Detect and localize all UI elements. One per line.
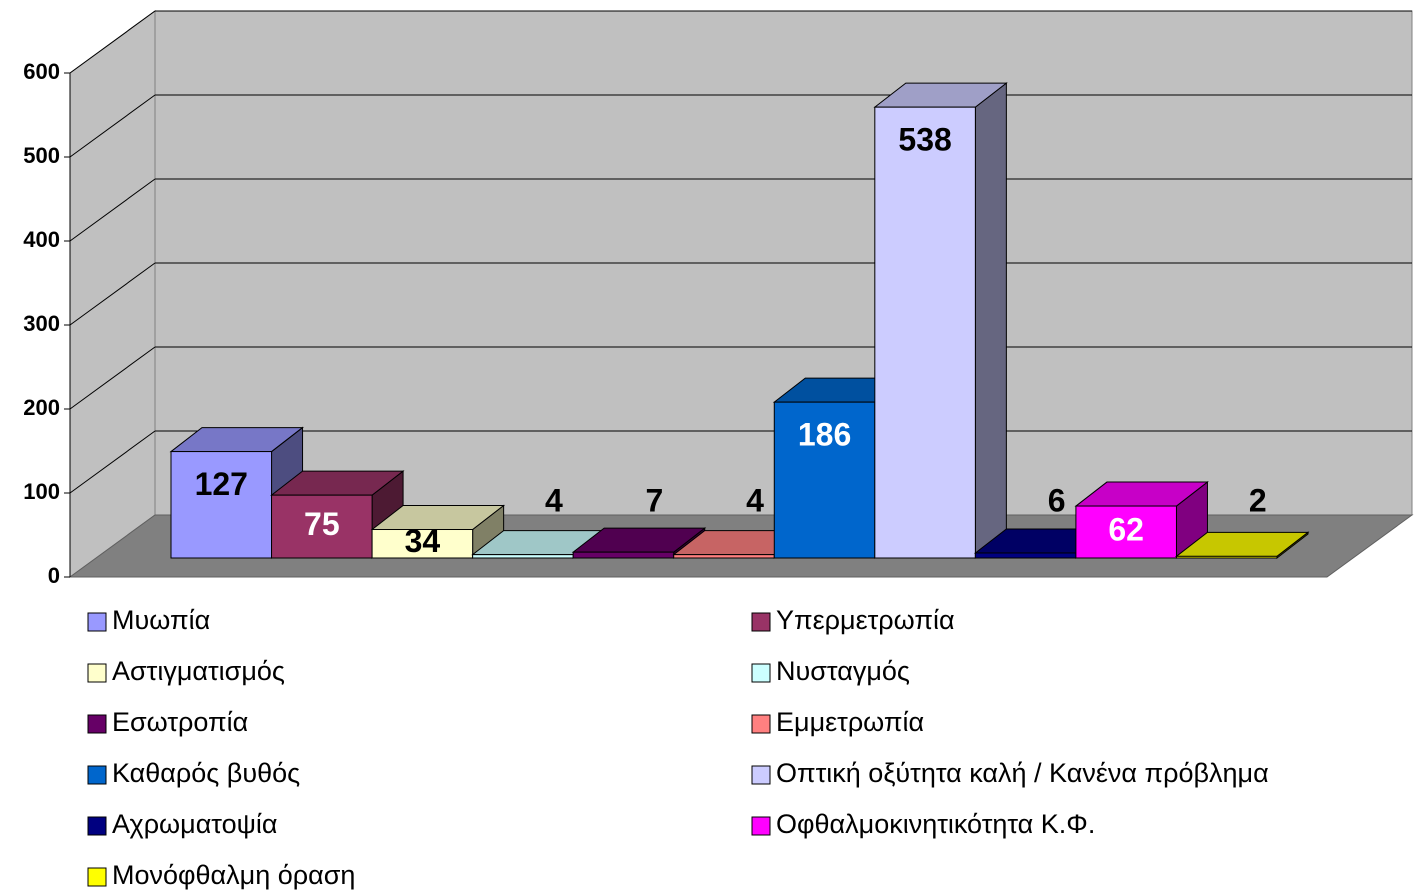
legend-label: Υπερμετρωπία (776, 605, 955, 635)
data-label: 4 (746, 482, 764, 518)
bar-side (974, 82, 1007, 560)
legend-label: Αχρωματοψία (112, 809, 277, 839)
legend-label: Οπτική οξύτητα καλή / Κανένα πρόβλημα (776, 758, 1269, 788)
bar (1075, 505, 1177, 559)
legend-label: Εσωτροπία (112, 707, 248, 737)
data-label: 62 (1108, 511, 1144, 547)
legend-label: Αστιγματισμός (112, 656, 285, 686)
data-label: 34 (405, 523, 441, 559)
grid-line (69, 430, 156, 494)
legend-swatch (87, 612, 107, 632)
y-tick-label: 400 (23, 227, 60, 252)
legend-swatch (751, 816, 771, 836)
legend-swatch (87, 663, 107, 683)
bar (371, 529, 474, 559)
grid-line (69, 262, 156, 326)
bar (271, 494, 373, 559)
bar (1175, 555, 1278, 559)
legend-label: Οφθαλμοκινητικότητα Κ.Φ. (776, 809, 1095, 839)
data-label: 2 (1249, 482, 1267, 518)
bar (472, 554, 574, 559)
y-tick-label: 300 (23, 311, 60, 336)
grid-line (69, 346, 156, 410)
y-tick-label: 100 (23, 479, 60, 504)
y-tick-label: 0 (48, 563, 60, 588)
bar (874, 106, 976, 559)
data-label: 6 (1048, 482, 1066, 518)
legend-swatch (87, 765, 107, 785)
legend-label: Εμμετρωπία (776, 707, 924, 737)
legend-swatch (87, 867, 107, 887)
bar (170, 451, 273, 559)
legend-label: Μονόφθαλμη όραση (112, 860, 355, 890)
bar (673, 554, 775, 559)
data-label: 127 (195, 466, 248, 502)
legend-swatch (87, 816, 107, 836)
data-label: 186 (798, 417, 851, 453)
bar (572, 551, 675, 559)
grid-line (69, 10, 156, 74)
bar (773, 401, 876, 559)
y-tick-label: 200 (23, 395, 60, 420)
legend-label: Καθαρός βυθός (112, 758, 300, 788)
data-label: 75 (304, 506, 340, 542)
legend-swatch (751, 612, 771, 632)
grid-line (69, 178, 156, 242)
grid-line (69, 94, 156, 158)
legend-label: Νυσταγμός (776, 656, 910, 686)
y-tick-label: 600 (23, 59, 60, 84)
legend-swatch (87, 714, 107, 734)
legend-swatch (751, 663, 771, 683)
legend-label: Μυωπία (112, 605, 210, 635)
legend-swatch (751, 765, 771, 785)
data-label: 538 (898, 122, 951, 158)
y-tick-label: 500 (23, 143, 60, 168)
bar (974, 552, 1077, 559)
legend-swatch (751, 714, 771, 734)
data-label: 7 (646, 482, 664, 518)
data-label: 4 (545, 482, 563, 518)
